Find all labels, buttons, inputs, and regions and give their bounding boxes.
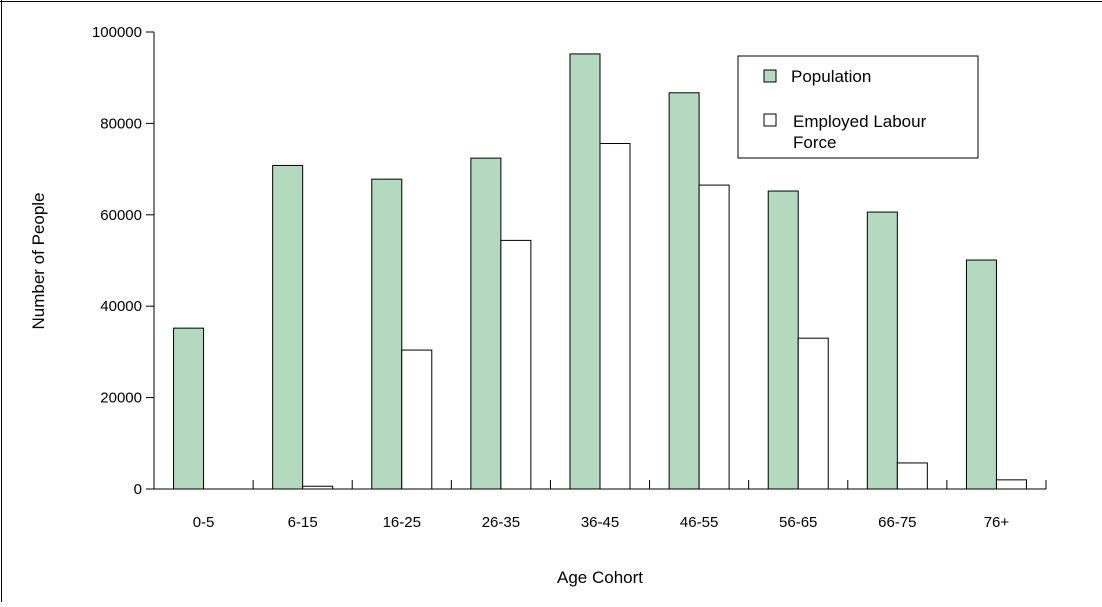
x-tick-label: 46-55 xyxy=(680,514,718,531)
y-tick-label: 40000 xyxy=(100,298,142,315)
y-tick-label: 80000 xyxy=(100,115,142,132)
legend-swatch-employed xyxy=(763,113,777,127)
y-tick-label: 20000 xyxy=(100,390,142,407)
bar-population-26-35 xyxy=(470,157,502,490)
bar-employed-36-45 xyxy=(599,143,631,490)
legend-label-employed-line1: Employed Labour xyxy=(793,112,927,131)
x-tick-label: 6-15 xyxy=(288,514,318,531)
y-axis-title: Number of People xyxy=(29,192,48,329)
legend-box xyxy=(737,55,979,159)
bar-employed-6-15 xyxy=(302,485,334,490)
bar-population-76+ xyxy=(965,259,997,490)
bar-population-36-45 xyxy=(569,53,601,490)
x-tick-label: 66-75 xyxy=(878,514,916,531)
bar-employed-16-25 xyxy=(401,349,433,490)
bar-population-6-15 xyxy=(272,164,304,490)
bar-series xyxy=(173,53,1027,490)
legend-label-employed-line2: Force xyxy=(793,133,836,152)
x-tick-label: 36-45 xyxy=(581,514,619,531)
x-tick-label: 0-5 xyxy=(193,514,215,531)
bar-population-0-5 xyxy=(173,327,205,490)
bar-population-46-55 xyxy=(668,92,700,490)
y-tick-label: 100000 xyxy=(92,24,142,41)
legend: Population Employed Labour Force xyxy=(737,55,979,159)
x-axis-title: Age Cohort xyxy=(557,568,643,587)
legend-label-population: Population xyxy=(791,67,871,86)
bar-population-56-65 xyxy=(767,190,799,490)
bar-population-16-25 xyxy=(371,178,403,490)
x-tick-label: 56-65 xyxy=(779,514,817,531)
x-axis-tick-labels: 0-5 6-15 16-25 26-35 36-45 46-55 56-65 66-75 76+ xyxy=(193,514,1010,531)
x-tick-label: 26-35 xyxy=(482,514,520,531)
bar-employed-76+ xyxy=(995,479,1027,490)
y-tick-label: 0 xyxy=(134,481,142,498)
bar-employed-26-35 xyxy=(500,239,532,490)
bar-employed-46-55 xyxy=(698,184,730,490)
x-tick-label: 16-25 xyxy=(383,514,421,531)
x-tick-label: 76+ xyxy=(984,514,1010,531)
y-axis-ticks: 0 20000 40000 60000 80000 100000 xyxy=(92,24,154,498)
x-axis-ticks xyxy=(252,480,1047,489)
y-tick-label: 60000 xyxy=(100,207,142,224)
bar-employed-66-75 xyxy=(896,462,928,490)
legend-swatch-population xyxy=(763,69,777,83)
bar-employed-56-65 xyxy=(797,337,829,490)
bar-population-66-75 xyxy=(866,211,898,490)
